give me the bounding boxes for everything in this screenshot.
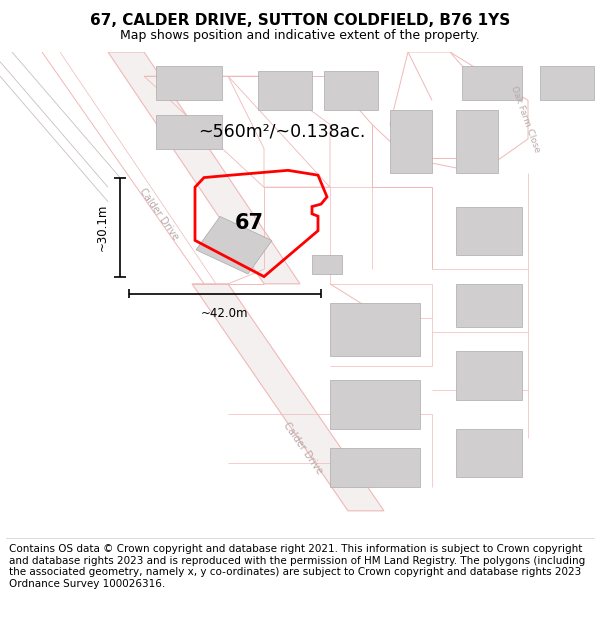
Polygon shape: [312, 255, 342, 274]
Polygon shape: [462, 66, 522, 100]
Text: Contains OS data © Crown copyright and database right 2021. This information is : Contains OS data © Crown copyright and d…: [9, 544, 585, 589]
Polygon shape: [196, 216, 272, 274]
Text: Map shows position and indicative extent of the property.: Map shows position and indicative extent…: [120, 29, 480, 42]
Polygon shape: [330, 381, 420, 429]
Text: ~30.1m: ~30.1m: [96, 203, 109, 251]
Text: ~560m²/~0.138ac.: ~560m²/~0.138ac.: [198, 122, 365, 141]
Polygon shape: [258, 71, 312, 110]
Text: 67: 67: [235, 214, 263, 234]
Polygon shape: [456, 351, 522, 400]
Text: ~42.0m: ~42.0m: [201, 307, 249, 320]
Polygon shape: [330, 303, 420, 356]
Polygon shape: [192, 284, 384, 511]
Polygon shape: [324, 71, 378, 110]
Polygon shape: [456, 206, 522, 255]
Polygon shape: [456, 110, 498, 173]
Text: Calder Drive: Calder Drive: [137, 186, 181, 242]
Polygon shape: [456, 429, 522, 477]
Text: Oak Farm Close: Oak Farm Close: [509, 85, 541, 154]
Text: 67, CALDER DRIVE, SUTTON COLDFIELD, B76 1YS: 67, CALDER DRIVE, SUTTON COLDFIELD, B76 …: [90, 13, 510, 28]
Polygon shape: [156, 66, 222, 100]
Text: Calder Drive: Calder Drive: [281, 420, 325, 476]
Polygon shape: [156, 115, 222, 149]
Polygon shape: [456, 284, 522, 328]
Polygon shape: [330, 448, 420, 487]
Polygon shape: [390, 110, 432, 173]
Polygon shape: [540, 66, 594, 100]
Polygon shape: [108, 52, 300, 284]
